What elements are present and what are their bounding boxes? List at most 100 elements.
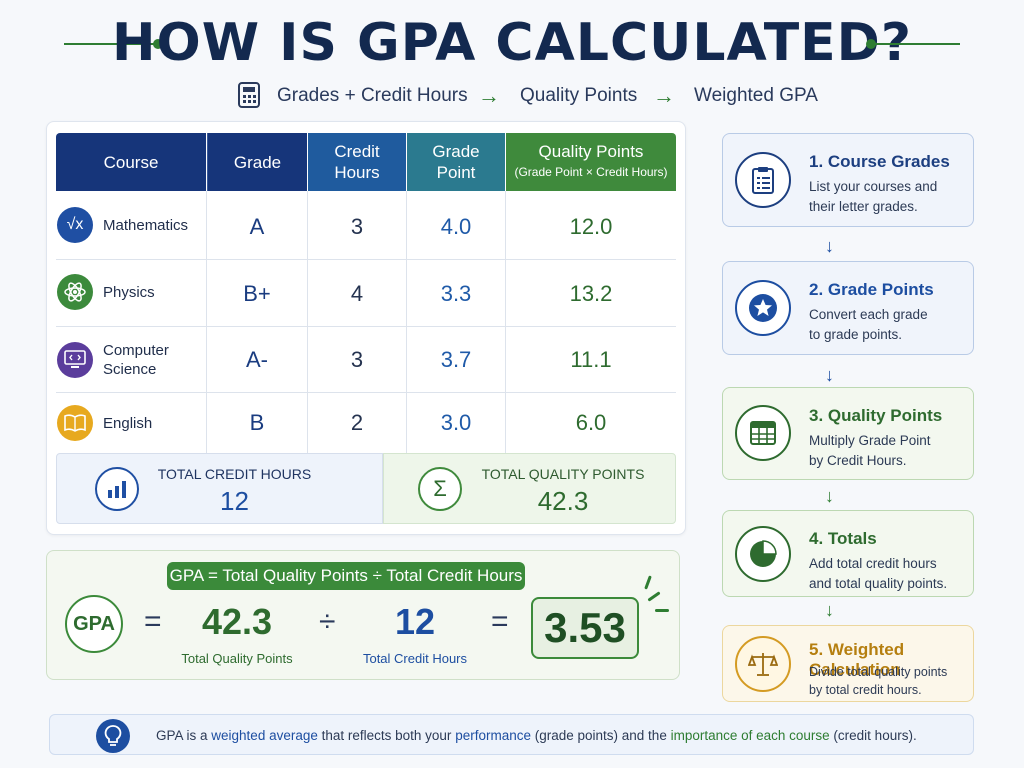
grid-line <box>406 191 407 453</box>
header-credit-hours: Credit Hours <box>308 133 406 191</box>
grid-line <box>206 191 207 453</box>
quality-points-cell: 12.0 <box>569 214 613 239</box>
grid-line <box>56 392 676 393</box>
step-description: Convert each grade to grade points. <box>809 307 928 342</box>
flow-arrow-icon: → <box>653 83 675 108</box>
gpa-formula: GPA = Total Quality Points ÷ Total Credi… <box>46 550 680 680</box>
equals-sign: = <box>144 605 162 638</box>
bar-chart-icon <box>95 467 139 511</box>
info-note-text: GPA is a weighted average that reflects … <box>156 728 917 743</box>
grid-line <box>505 191 506 453</box>
grid-line <box>307 191 308 453</box>
step-title: 4. Totals <box>809 529 877 548</box>
grade-cell: A- <box>246 347 268 372</box>
subtitle-weighted-gpa: Weighted GPA <box>694 85 818 106</box>
gpa-badge: GPA <box>65 595 123 653</box>
formula-quality-value: 42.3 <box>201 601 273 642</box>
quality-points-cell: 13.2 <box>569 281 613 306</box>
formula-credit-label: Total Credit Hours <box>362 651 468 666</box>
down-arrow-icon: ↓ <box>825 365 834 385</box>
grid-table-icon <box>735 405 791 461</box>
total-quality-value: 42.3 <box>537 486 589 516</box>
step-title: 3. Quality Points <box>809 406 943 425</box>
page-title: HOW IS GPA CALCULATED? <box>111 13 913 73</box>
divide-sign: ÷ <box>319 605 336 638</box>
title-divider-left <box>64 43 156 45</box>
subtitle-quality-points: Quality Points <box>520 85 638 106</box>
course-cell: √x Mathematics <box>57 207 207 243</box>
header-quality-points: Quality Points (Grade Point × Credit Hour… <box>506 133 676 191</box>
course-name: English <box>103 414 153 432</box>
grade-point-cell: 3.7 <box>440 347 472 372</box>
title-dot-left <box>153 39 163 49</box>
down-arrow-icon: ↓ <box>825 486 834 506</box>
total-credit-label: TOTAL CREDIT HOURS <box>157 466 312 482</box>
step-description: List your courses and their letter grades… <box>809 179 938 214</box>
quality-points-cell: 6.0 <box>575 410 607 435</box>
credit-cell: 2 <box>350 410 364 435</box>
subtitle-flow: Grades + Credit Hours → Quality Points →… <box>0 82 1024 110</box>
step-title: 1. Course Grades <box>809 152 950 171</box>
step-weighted-calculation: 5. Weighted Calculation Divide total qua… <box>722 625 974 702</box>
header-grade-point: Grade Point <box>407 133 505 191</box>
total-credit-value: 12 <box>220 486 249 516</box>
clipboard-icon <box>735 152 791 208</box>
grade-point-cell: 3.3 <box>440 281 472 306</box>
sigma-icon: Σ <box>418 467 462 511</box>
step-title: 2. Grade Points <box>809 280 934 299</box>
total-quality-label: TOTAL QUALITY POINTS <box>481 466 645 482</box>
grade-point-cell: 4.0 <box>440 214 472 239</box>
total-quality-points: Σ TOTAL QUALITY POINTS 42.3 <box>383 453 676 524</box>
course-cell: Physics <box>57 274 207 310</box>
square-root-icon: √x <box>57 207 93 243</box>
computer-code-icon <box>57 342 93 378</box>
pie-chart-icon <box>735 526 791 582</box>
grade-cell: B <box>249 410 265 435</box>
title-row: HOW IS GPA CALCULATED? <box>0 8 1024 78</box>
subtitle-grades-credit: Grades + Credit Hours <box>277 85 468 106</box>
atom-icon <box>57 274 93 310</box>
credit-cell: 3 <box>350 347 364 372</box>
step-description: Multiply Grade Point by Credit Hours. <box>809 433 931 468</box>
calculator-icon <box>238 82 260 117</box>
grade-point-cell: 3.0 <box>440 410 472 435</box>
step-course-grades: 1. Course Grades List your courses and th… <box>722 133 974 227</box>
formula-credit-value: 12 <box>394 601 436 642</box>
sparkle-line <box>644 575 652 590</box>
course-table: Course Grade Credit Hours Grade Point Qual… <box>46 121 686 535</box>
step-title: 5. Weighted Calculation <box>809 640 905 679</box>
lightbulb-icon <box>96 719 130 753</box>
down-arrow-icon: ↓ <box>825 600 834 620</box>
star-badge-icon <box>735 280 791 336</box>
grid-line <box>56 259 676 260</box>
course-name: Mathematics <box>103 216 189 234</box>
flow-arrow-icon: → <box>478 83 500 108</box>
step-grade-points: 2. Grade Points Convert each grade to gra… <box>722 261 974 355</box>
course-name: Physics <box>103 283 155 301</box>
step-description: Add total credit hours and total quality … <box>809 556 948 591</box>
title-divider-right <box>870 43 960 45</box>
credit-cell: 4 <box>350 281 364 306</box>
header-grade: Grade <box>207 133 307 191</box>
balance-scale-icon <box>735 636 791 692</box>
gpa-result: 3.53 <box>531 597 639 659</box>
total-credit-hours: TOTAL CREDIT HOURS 12 <box>56 453 383 524</box>
course-cell: Computer Science <box>57 341 207 379</box>
quality-points-cell: 11.1 <box>570 347 612 372</box>
info-note: GPA is a weighted average that reflects … <box>49 714 974 755</box>
grade-cell: B+ <box>243 281 271 306</box>
step-totals: 4. Totals Add total credit hours and tota… <box>722 510 974 597</box>
down-arrow-icon: ↓ <box>825 236 834 256</box>
course-cell: English <box>57 405 207 441</box>
step-quality-points: 3. Quality Points Multiply Grade Point by… <box>722 387 974 480</box>
grade-cell: A <box>249 214 265 239</box>
sparkle-line <box>647 591 661 602</box>
formula-quality-label: Total Quality Points <box>181 651 293 666</box>
equals-sign: = <box>491 605 509 638</box>
step-description: Divide total quality points by total cred… <box>809 665 948 697</box>
grid-line <box>56 326 676 327</box>
course-name: Computer Science <box>103 342 169 378</box>
book-icon <box>57 405 93 441</box>
header-course: Course <box>56 133 206 191</box>
sparkle-line <box>655 609 669 612</box>
